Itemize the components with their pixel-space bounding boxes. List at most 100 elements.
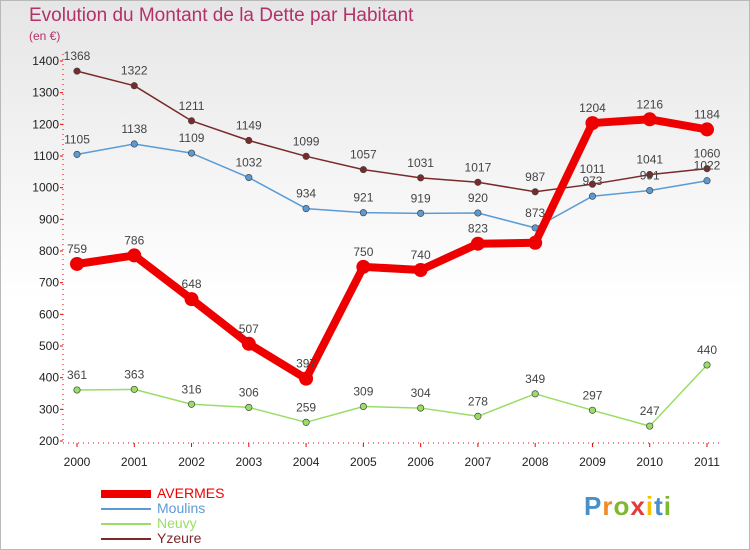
data-label-yzeure: 1041 xyxy=(636,153,663,167)
data-point-neuvy xyxy=(474,412,482,420)
series-line-yzeure xyxy=(76,70,708,193)
data-label-avermes: 507 xyxy=(239,322,259,336)
legend-label-avermes: AVERMES xyxy=(157,485,225,501)
data-labels: 1105 1138 1109 1032 934 921 919 920 873 973 991 102… xyxy=(64,49,721,418)
data-label-moulins: 921 xyxy=(353,191,373,205)
series-line-avermes xyxy=(73,115,711,383)
data-point-yzeure xyxy=(646,171,654,179)
data-point-moulins xyxy=(359,209,367,217)
x-tick-label: 2001 xyxy=(121,455,148,469)
data-label-yzeure: 1211 xyxy=(179,99,205,113)
data-point-yzeure xyxy=(130,82,138,90)
data-label-neuvy: 278 xyxy=(468,394,488,408)
data-point-yzeure xyxy=(73,67,81,75)
x-tick-label: 2005 xyxy=(350,455,377,469)
data-label-moulins: 1105 xyxy=(64,132,90,146)
data-label-moulins: 991 xyxy=(640,169,660,183)
legend-label-yzeure: Yzeure xyxy=(157,530,202,546)
proxiti-logo: Proxiti xyxy=(584,491,672,522)
data-label-moulins: 1138 xyxy=(121,122,147,136)
data-label-neuvy: 316 xyxy=(182,382,202,396)
data-label-moulins: 873 xyxy=(525,206,545,220)
data-point-yzeure xyxy=(302,152,310,160)
data-point-yzeure xyxy=(531,188,539,196)
data-point-moulins xyxy=(245,173,253,182)
data-point-avermes xyxy=(470,236,485,251)
data-point-yzeure xyxy=(703,165,711,173)
data-point-moulins xyxy=(474,209,482,217)
data-label-moulins: 920 xyxy=(468,191,488,205)
data-point-avermes xyxy=(642,112,657,127)
data-point-moulins xyxy=(187,149,196,157)
x-tick-label: 2008 xyxy=(522,455,549,469)
x-tick-label: 2011 xyxy=(694,455,720,469)
y-tick-label: 1000 xyxy=(32,181,59,195)
data-point-avermes xyxy=(70,256,84,271)
data-point-moulins xyxy=(302,205,310,213)
data-point-yzeure xyxy=(245,136,253,145)
legend-swatch-avermes xyxy=(101,490,151,498)
y-tick-label: 1200 xyxy=(32,117,59,131)
data-label-moulins: 973 xyxy=(582,174,602,188)
data-label-neuvy: 247 xyxy=(640,404,660,418)
data-label-avermes: 740 xyxy=(411,248,431,262)
data-point-neuvy xyxy=(417,404,425,412)
data-label-avermes: 397 xyxy=(296,357,316,371)
logo-letter: o xyxy=(613,491,631,521)
series-lines xyxy=(70,67,714,430)
data-label-moulins: 1022 xyxy=(694,159,721,173)
logo-letter: i xyxy=(645,491,655,521)
legend-label-moulins: Moulins xyxy=(157,500,206,516)
logo-letter: i xyxy=(663,491,672,521)
data-label-avermes: 1204 xyxy=(579,101,606,115)
data-point-avermes xyxy=(528,235,543,250)
data-label-neuvy: 304 xyxy=(411,386,431,400)
data-point-moulins xyxy=(417,209,425,217)
data-point-moulins xyxy=(73,150,81,158)
data-point-yzeure xyxy=(474,178,482,186)
data-label-moulins: 1109 xyxy=(179,131,205,145)
y-tick-label: 400 xyxy=(39,371,59,385)
y-tick-label: 200 xyxy=(39,434,59,448)
data-label-yzeure: 1149 xyxy=(236,118,262,132)
data-point-yzeure xyxy=(588,180,597,188)
data-label-neuvy: 440 xyxy=(697,343,717,357)
data-label-avermes: 759 xyxy=(67,242,87,256)
y-tick-label: 800 xyxy=(39,244,59,258)
data-point-yzeure xyxy=(359,166,367,174)
data-point-avermes xyxy=(585,116,600,131)
series-line-moulins xyxy=(76,143,708,229)
data-label-avermes: 750 xyxy=(353,245,373,259)
data-point-neuvy xyxy=(187,400,196,408)
x-tick-label: 2006 xyxy=(407,455,434,469)
chart-title: Evolution du Montant de la Dette par Hab… xyxy=(29,5,414,26)
data-label-neuvy: 297 xyxy=(582,388,602,402)
data-point-neuvy xyxy=(531,390,539,398)
logo-letter: P xyxy=(584,491,603,521)
data-point-avermes xyxy=(413,263,428,277)
y-tick-label: 900 xyxy=(39,212,59,226)
y-tick-label: 1100 xyxy=(33,149,59,163)
series-line-neuvy xyxy=(76,364,708,427)
data-point-avermes xyxy=(127,248,142,263)
axes: 200 300 400 500 600 700 800 900 1000 1100 1200 1300… xyxy=(32,54,720,469)
chart-subtitle: (en €) xyxy=(29,29,61,43)
data-point-neuvy xyxy=(646,422,654,430)
data-point-yzeure xyxy=(417,174,425,182)
x-tick-label: 2003 xyxy=(235,455,262,469)
data-label-yzeure: 1017 xyxy=(465,160,492,174)
data-point-avermes xyxy=(184,292,199,307)
x-tick-label: 2009 xyxy=(579,455,606,469)
x-tick-label: 2002 xyxy=(178,455,205,469)
data-point-neuvy xyxy=(245,403,253,411)
data-point-avermes xyxy=(241,336,256,351)
data-label-moulins: 919 xyxy=(411,191,431,205)
data-point-neuvy xyxy=(703,361,711,369)
legend-swatch-neuvy xyxy=(101,523,151,525)
data-label-yzeure: 1099 xyxy=(293,134,320,148)
y-tick-label: 1400 xyxy=(32,54,59,68)
data-label-avermes: 1216 xyxy=(636,97,663,111)
x-tick-label: 2010 xyxy=(636,455,663,469)
